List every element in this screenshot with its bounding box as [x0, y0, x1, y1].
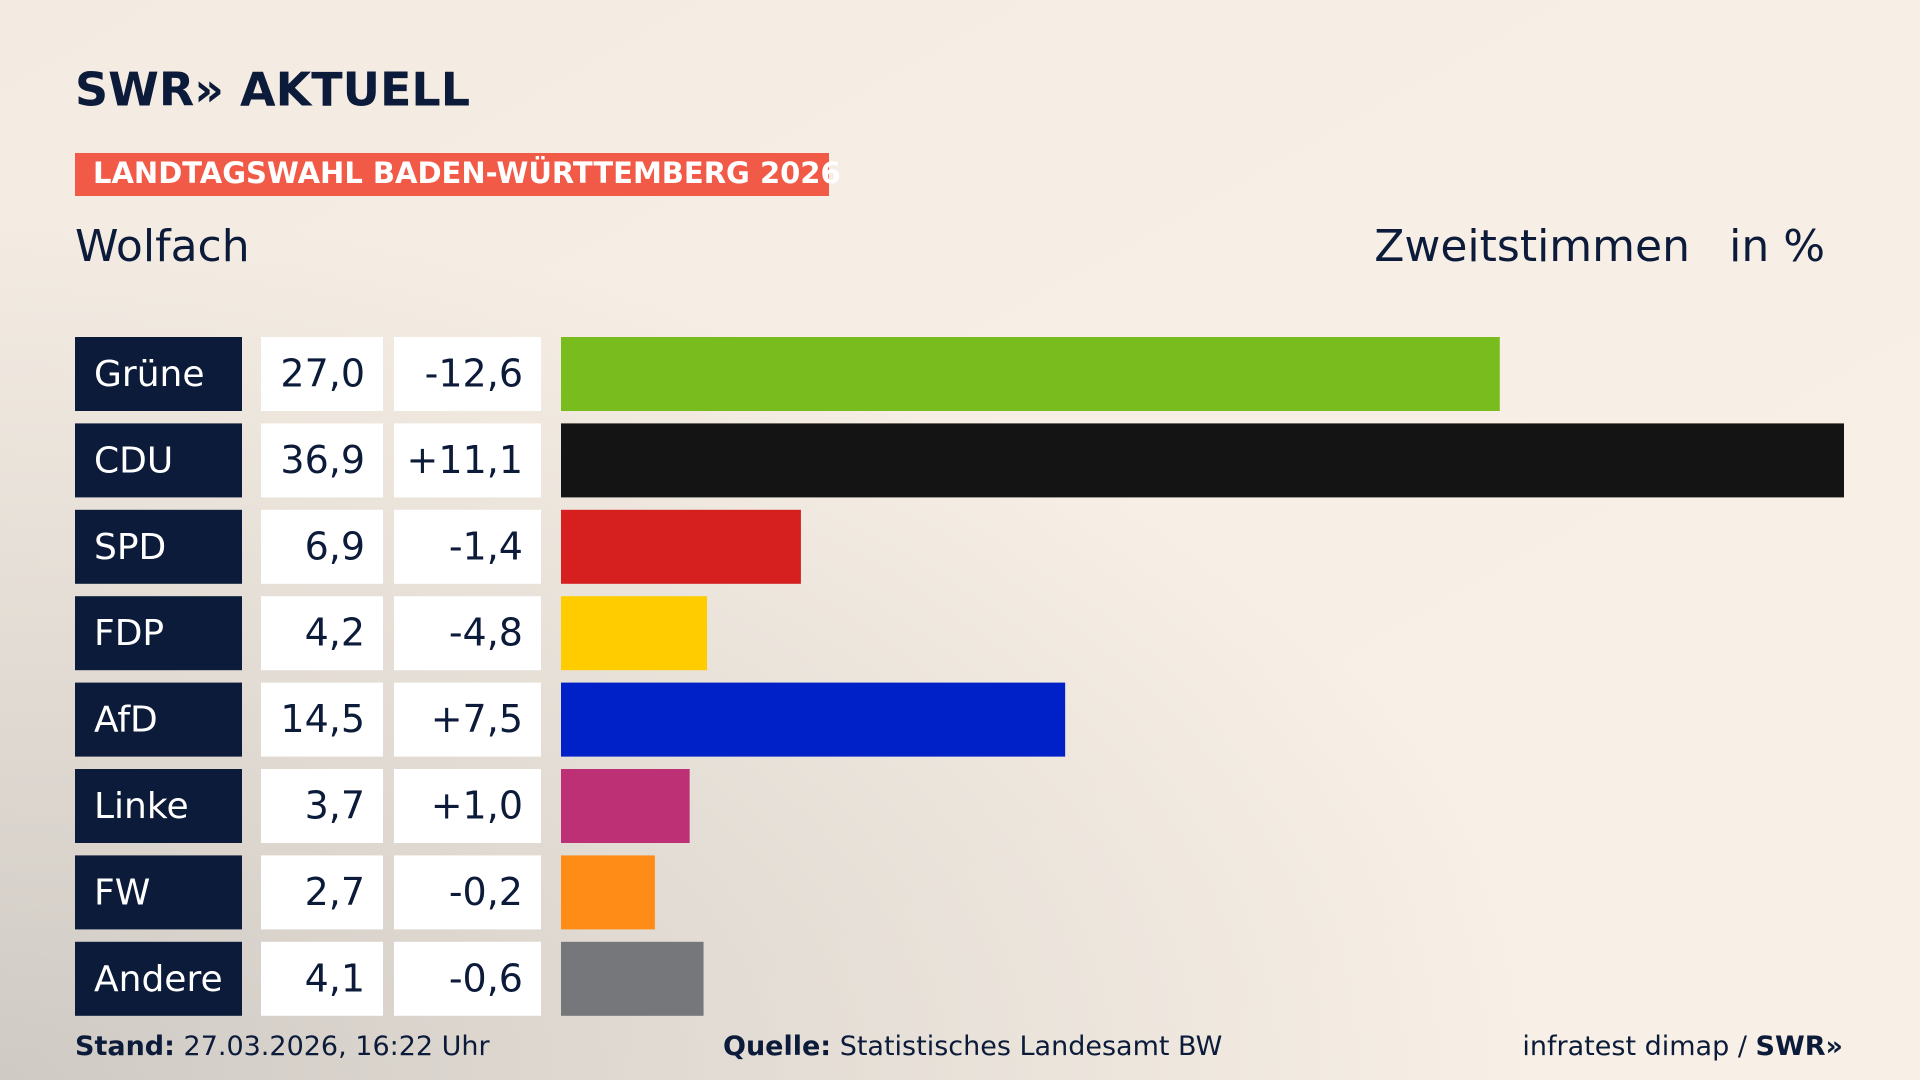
value-label: 3,7 — [305, 784, 365, 828]
value-label: 4,2 — [305, 611, 365, 655]
bar — [561, 596, 708, 671]
value-label: 2,7 — [305, 870, 365, 914]
value-box — [261, 337, 383, 411]
change-label: -0,2 — [449, 870, 523, 914]
change-label: -1,4 — [449, 524, 523, 568]
footer-credit: infratest dimap / SWR» — [1522, 1031, 1843, 1062]
value-label: 14,5 — [280, 697, 365, 741]
source: Statistisches Landesamt BW — [840, 1031, 1223, 1062]
logo: SWR» AKTUELL — [75, 63, 470, 117]
change-box — [394, 423, 541, 498]
change-box — [394, 596, 541, 671]
value-label: 27,0 — [280, 352, 365, 396]
party-box — [75, 855, 242, 930]
change-box — [394, 337, 541, 411]
party-label: FDP — [94, 613, 164, 654]
bar — [561, 855, 655, 930]
party-label: FW — [94, 872, 150, 913]
value-box — [261, 682, 383, 757]
change-label: +11,1 — [407, 438, 523, 482]
banner: LANDTAGSWAHL BADEN-WÜRTTEMBERG 2026 — [93, 156, 841, 190]
credit: infratest dimap / — [1522, 1031, 1747, 1062]
value-label: 6,9 — [305, 524, 365, 568]
party-label: SPD — [94, 527, 166, 568]
party-label: AfD — [94, 700, 158, 741]
change-label: -0,6 — [449, 956, 523, 1000]
value-box — [261, 941, 383, 1016]
party-box — [75, 769, 242, 843]
party-label: Andere — [94, 959, 223, 1000]
party-box — [75, 509, 242, 584]
value-label: 36,9 — [280, 438, 365, 482]
change-box — [394, 509, 541, 584]
brand: SWR» — [1756, 1031, 1843, 1062]
value-box — [261, 596, 383, 671]
source-label: Quelle: — [723, 1031, 831, 1062]
party-box — [75, 423, 242, 498]
party-label: Grüne — [94, 354, 204, 395]
subtitle: Wolfach — [75, 221, 250, 272]
change-label: -4,8 — [449, 611, 523, 655]
value-box — [261, 769, 383, 843]
party-box — [75, 337, 242, 411]
value-box — [261, 509, 383, 584]
change-box — [394, 941, 541, 1016]
bar — [561, 423, 1844, 498]
value-box — [261, 855, 383, 930]
stand: 27.03.2026, 16:22 Uhr — [184, 1031, 491, 1062]
change-label: +7,5 — [431, 697, 523, 741]
measure: Zweitstimmen — [1374, 221, 1690, 272]
unit: in % — [1729, 221, 1825, 272]
change-label: -12,6 — [425, 352, 523, 396]
footer-stand: Stand: 27.03.2026, 16:22 Uhr — [75, 1031, 491, 1062]
change-label: +1,0 — [431, 784, 523, 828]
bar — [561, 509, 801, 584]
change-box — [394, 855, 541, 930]
bar — [561, 682, 1066, 757]
party-box — [75, 596, 242, 671]
change-box — [394, 769, 541, 843]
party-box — [75, 941, 242, 1016]
footer-source: Quelle: Statistisches Landesamt BW — [723, 1031, 1222, 1062]
party-box — [75, 682, 242, 757]
banner-box — [75, 153, 829, 196]
party-label: CDU — [94, 440, 173, 481]
bar — [561, 769, 690, 843]
bar — [561, 337, 1500, 411]
value-label: 4,1 — [305, 956, 365, 1000]
change-box — [394, 682, 541, 757]
bar — [561, 941, 704, 1016]
stand-label: Stand: — [75, 1031, 175, 1062]
value-box — [261, 423, 383, 498]
party-label: Linke — [94, 786, 189, 827]
